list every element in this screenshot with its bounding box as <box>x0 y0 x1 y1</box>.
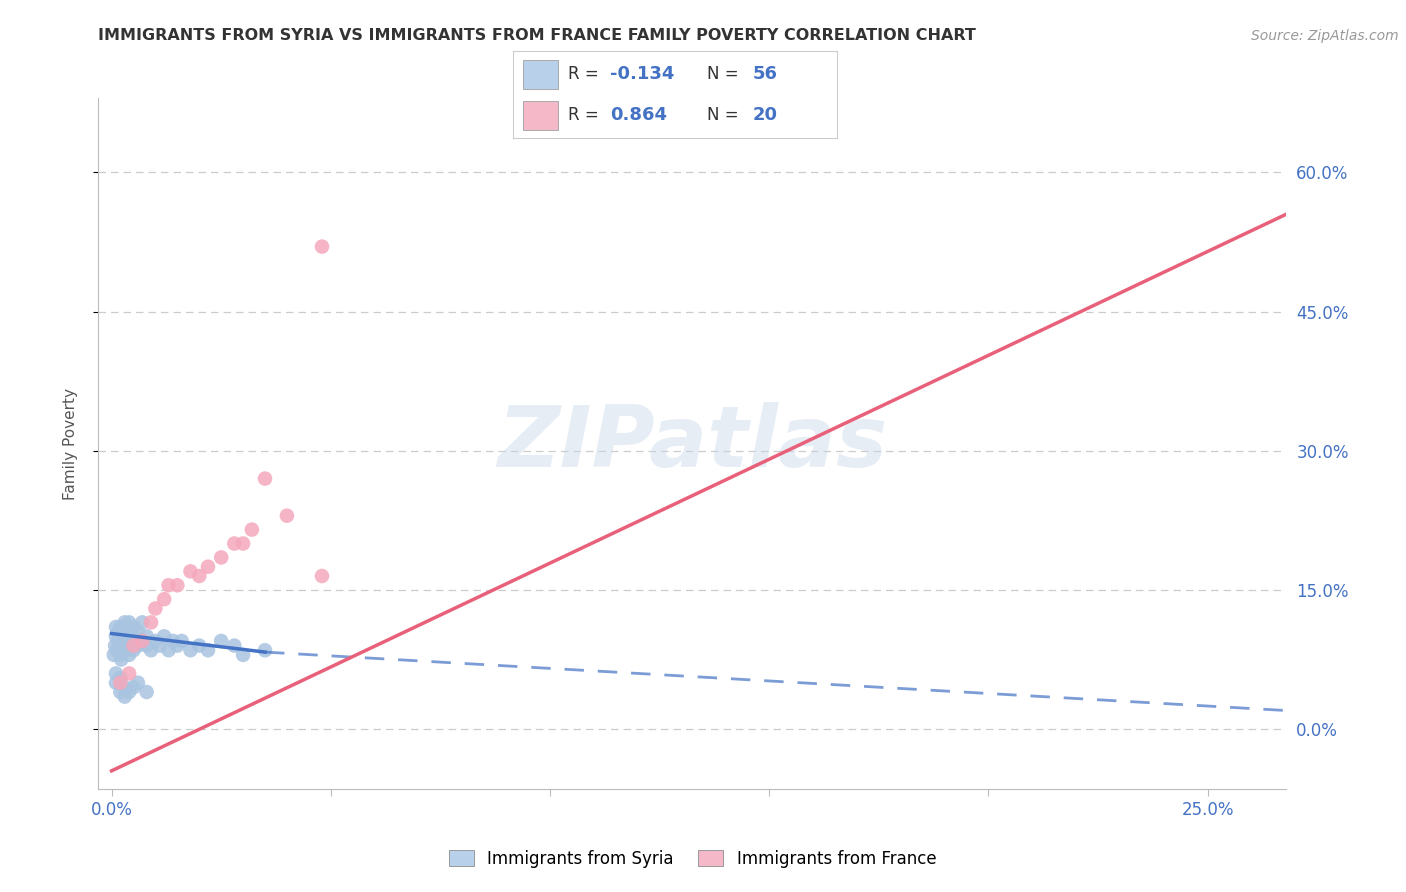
Point <box>122 620 145 634</box>
Point <box>122 639 145 653</box>
Point <box>110 685 132 699</box>
Point <box>135 629 157 643</box>
Point <box>114 634 136 648</box>
Point <box>110 648 132 662</box>
Point <box>139 643 162 657</box>
Point <box>224 639 246 653</box>
Point <box>153 629 176 643</box>
Point <box>170 634 193 648</box>
Point <box>118 685 141 699</box>
Point <box>115 639 138 653</box>
Text: N =: N = <box>707 65 738 84</box>
Point <box>127 675 149 690</box>
Point <box>122 629 145 643</box>
Point <box>110 671 132 685</box>
Point <box>110 620 132 634</box>
Text: R =: R = <box>568 65 599 84</box>
Point <box>127 639 149 653</box>
Point <box>224 536 246 550</box>
Point <box>114 690 136 704</box>
Point <box>253 472 276 486</box>
Text: R =: R = <box>568 105 599 124</box>
Point <box>179 643 201 657</box>
Point <box>131 634 153 648</box>
Point <box>145 634 167 648</box>
Point <box>110 675 132 690</box>
Point <box>153 592 176 607</box>
Point <box>135 685 157 699</box>
Point <box>197 643 219 657</box>
Point <box>104 629 127 643</box>
Point <box>145 601 167 615</box>
Point <box>157 578 180 592</box>
Point <box>197 559 219 574</box>
Point <box>104 620 127 634</box>
Point <box>179 565 201 579</box>
Point <box>114 624 136 639</box>
Point <box>131 615 153 630</box>
Bar <box>523 60 558 89</box>
Point <box>122 681 145 695</box>
Point <box>276 508 298 523</box>
Point <box>105 643 128 657</box>
Point <box>104 675 127 690</box>
Point <box>139 615 162 630</box>
Point <box>114 615 136 630</box>
Point <box>188 639 211 653</box>
Point <box>108 639 131 653</box>
Point <box>166 578 188 592</box>
Point <box>114 681 136 695</box>
Text: 20: 20 <box>752 105 778 124</box>
Point <box>135 639 157 653</box>
Text: 0.864: 0.864 <box>610 105 668 124</box>
Point <box>118 639 141 653</box>
Point <box>157 643 180 657</box>
Point <box>253 643 276 657</box>
Point <box>240 523 263 537</box>
Point <box>118 629 141 643</box>
Text: -0.134: -0.134 <box>610 65 675 84</box>
Point <box>110 652 132 666</box>
Point <box>209 634 232 648</box>
Point <box>107 624 129 639</box>
Point <box>162 634 184 648</box>
Point <box>104 666 127 681</box>
Point <box>122 643 145 657</box>
Text: Source: ZipAtlas.com: Source: ZipAtlas.com <box>1251 29 1399 43</box>
Point <box>311 239 333 253</box>
Point <box>118 615 141 630</box>
Text: 56: 56 <box>752 65 778 84</box>
Legend: Immigrants from Syria, Immigrants from France: Immigrants from Syria, Immigrants from F… <box>441 843 943 874</box>
Y-axis label: Family Poverty: Family Poverty <box>63 388 77 500</box>
Point <box>131 634 153 648</box>
Point <box>209 550 232 565</box>
Point <box>114 643 136 657</box>
Point <box>149 639 172 653</box>
Point <box>103 648 125 662</box>
Point <box>232 536 254 550</box>
Point <box>311 569 333 583</box>
Point <box>127 624 149 639</box>
Point <box>188 569 211 583</box>
Point <box>118 666 141 681</box>
Text: N =: N = <box>707 105 738 124</box>
Text: ZIPatlas: ZIPatlas <box>498 402 887 485</box>
Point <box>232 648 254 662</box>
Point <box>104 639 127 653</box>
Bar <box>523 101 558 129</box>
Point <box>111 629 134 643</box>
Text: IMMIGRANTS FROM SYRIA VS IMMIGRANTS FROM FRANCE FAMILY POVERTY CORRELATION CHART: IMMIGRANTS FROM SYRIA VS IMMIGRANTS FROM… <box>98 28 976 43</box>
Point <box>118 648 141 662</box>
Point <box>166 639 188 653</box>
Point <box>110 634 132 648</box>
Point <box>107 634 129 648</box>
